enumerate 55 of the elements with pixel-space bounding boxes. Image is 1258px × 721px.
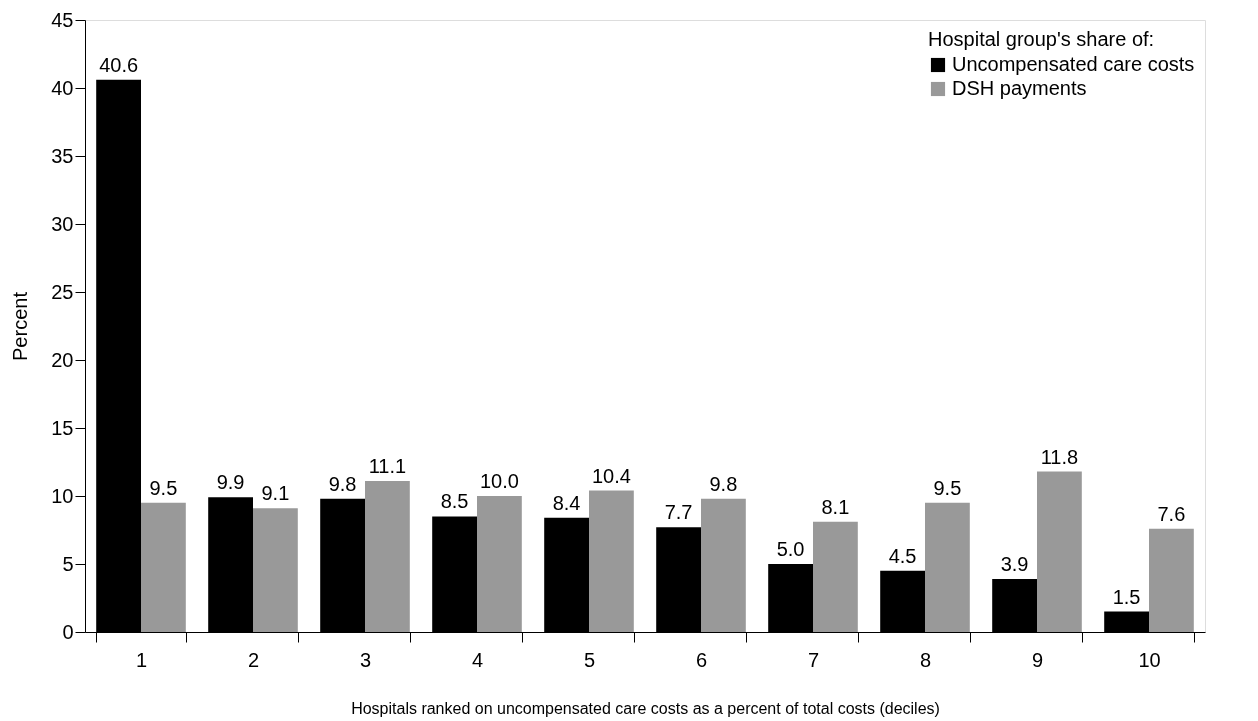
y-tick-label: 15 <box>51 416 74 439</box>
data-label: 8.5 <box>440 490 469 513</box>
data-label: 9.5 <box>149 476 178 499</box>
y-tick-label: 10 <box>51 484 74 507</box>
x-axis-title: Hospitals ranked on uncompensated care costs as a percent of total costs (deciles) <box>351 699 940 717</box>
y-tick-label: 0 <box>62 620 74 643</box>
y-tick-label: 25 <box>51 280 74 303</box>
data-label: 5.0 <box>776 538 805 560</box>
bar <box>141 502 186 632</box>
data-label: 9.8 <box>709 472 738 495</box>
data-label: 9.8 <box>328 472 357 495</box>
data-label: 9.1 <box>261 482 290 505</box>
x-tick-label: 8 <box>919 648 932 671</box>
y-tick-label: 5 <box>62 552 74 575</box>
data-label: 11.1 <box>368 455 407 478</box>
y-tick-label: 20 <box>51 348 74 371</box>
data-label: 3.9 <box>1000 552 1029 575</box>
y-tick-label: 35 <box>51 144 74 167</box>
bar <box>701 498 746 632</box>
data-label: 7.7 <box>664 501 693 524</box>
data-label: 8.1 <box>821 495 850 518</box>
x-tick-label: 3 <box>359 648 372 671</box>
bar <box>813 521 858 632</box>
y-axis-title: Percent <box>9 291 32 361</box>
bar <box>589 490 634 632</box>
x-tick-label: 4 <box>471 648 484 671</box>
x-tick-label: 6 <box>695 648 708 671</box>
bar <box>365 481 410 632</box>
data-label: 9.9 <box>216 471 245 494</box>
data-label: 4.5 <box>888 544 917 567</box>
legend-label: DSH payments <box>952 77 1087 99</box>
data-label: 7.6 <box>1157 502 1186 525</box>
y-tick-label: 40 <box>51 76 74 99</box>
data-label: 40.6 <box>99 53 139 76</box>
x-tick-label: 9 <box>1031 648 1044 671</box>
data-label: 1.5 <box>1112 585 1141 608</box>
x-tick-label: 1 <box>135 648 148 671</box>
y-tick-label: 30 <box>51 212 74 235</box>
bar <box>1149 528 1194 632</box>
bar <box>1037 471 1082 632</box>
data-label: 8.4 <box>552 491 581 514</box>
x-tick-label: 2 <box>247 648 260 671</box>
data-label: 11.8 <box>1040 445 1079 468</box>
bar <box>253 508 298 632</box>
data-label: 9.5 <box>933 476 962 499</box>
bar <box>925 502 970 632</box>
legend-label: Uncompensated care costs <box>952 53 1195 75</box>
legend-title: Hospital group's share of: <box>928 28 1155 50</box>
x-tick-label: 7 <box>807 648 820 671</box>
data-label: 10.4 <box>591 464 631 487</box>
y-tick-label: 45 <box>51 8 74 31</box>
x-tick-label: 5 <box>583 648 596 671</box>
x-tick-label: 10 <box>1138 648 1161 671</box>
data-label: 10.0 <box>479 470 519 492</box>
bar <box>477 496 522 632</box>
